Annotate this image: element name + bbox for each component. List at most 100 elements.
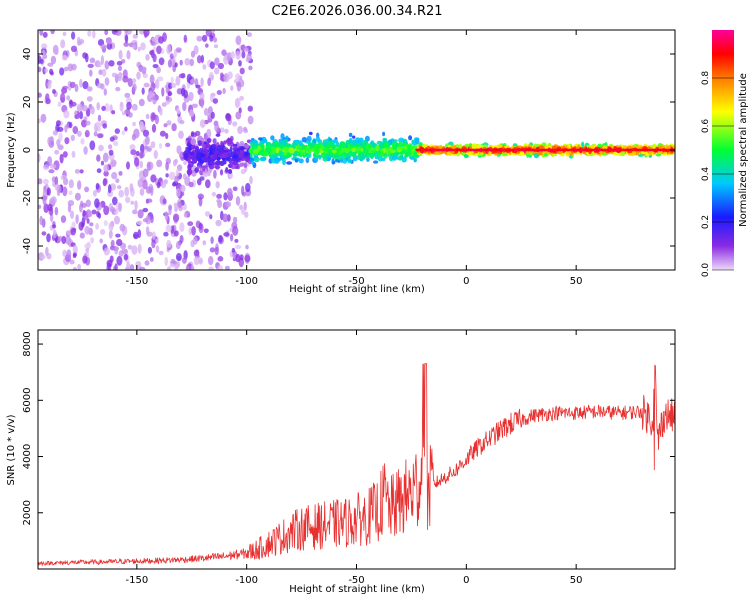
heatmap-cell [227, 138, 233, 145]
heatmap-cell [142, 73, 148, 79]
heatmap-cell [107, 184, 112, 194]
heatmap-cell [382, 131, 386, 137]
heatmap-cell [99, 238, 103, 244]
heatmap-cell [86, 86, 93, 92]
heatmap-cell [105, 38, 113, 45]
heatmap-cell [202, 165, 206, 172]
heatmap-cell [439, 148, 444, 152]
heatmap-cell [61, 55, 68, 61]
heatmap-cell [208, 255, 214, 266]
heatmap-cell [89, 222, 94, 227]
x-tick-label: 0 [463, 575, 469, 586]
heatmap-cell [233, 145, 237, 150]
colorbar-tick-label: 0.0 [701, 263, 711, 278]
heatmap-cell [114, 263, 118, 270]
heatmap-cell [235, 73, 241, 80]
heatmap-cell [62, 85, 69, 90]
heatmap-cell [97, 212, 102, 219]
heatmap-cell [90, 106, 95, 115]
heatmap-cell [156, 181, 161, 189]
heatmap-cell [232, 186, 238, 192]
heatmap-cell [54, 48, 59, 55]
heatmap-cell [63, 66, 69, 72]
heatmap-cell [476, 148, 481, 152]
heatmap-cell [146, 231, 153, 237]
heatmap-cell [270, 135, 275, 141]
heatmap-cell [291, 144, 296, 149]
heatmap-cell [442, 148, 447, 152]
heatmap-cell [137, 209, 144, 219]
heatmap-cell [461, 148, 465, 152]
heatmap-cell [241, 50, 246, 59]
heatmap-cell [149, 74, 155, 85]
heatmap-cell [40, 113, 47, 123]
heatmap-cell [106, 42, 113, 50]
heatmap-cell [167, 91, 172, 96]
heatmap-cell [258, 137, 263, 141]
heatmap-chart: -150 -100 -50 0 50 -40 -20 0 20 40 Height of str… [6, 29, 676, 295]
heatmap-cell [153, 150, 158, 159]
heatmap-cell [154, 34, 160, 45]
heatmap-cell [142, 207, 149, 213]
heatmap-cell [109, 136, 115, 142]
heatmap-cell [108, 149, 114, 156]
heatmap-cell [166, 120, 172, 126]
heatmap-cell [286, 161, 293, 165]
heatmap-cell [181, 87, 186, 97]
heatmap-cell [163, 123, 168, 128]
heatmap-cell [204, 143, 211, 149]
heatmap-cell [205, 179, 211, 189]
heatmap-cell [92, 189, 97, 197]
heatmap-cell [301, 136, 308, 143]
heatmap-cell [397, 147, 403, 151]
heatmap-cell [107, 262, 112, 270]
heatmap-cell [69, 259, 75, 265]
heatmap-cell [74, 169, 80, 174]
heatmap-cell [217, 62, 224, 70]
heatmap-cell [81, 119, 87, 128]
heatmap-cell [111, 110, 116, 115]
heatmap-cell [214, 67, 220, 75]
heatmap-cell [203, 108, 209, 116]
heatmap-cell [64, 137, 70, 145]
heatmap-cell [176, 145, 182, 155]
heatmap-cell [348, 137, 353, 144]
heatmap-cell [95, 121, 100, 127]
heatmap-cell [77, 40, 83, 46]
heatmap-cell [295, 145, 302, 149]
heatmap-cell [175, 169, 180, 177]
heatmap-cell [558, 148, 563, 152]
heatmap-cell [125, 196, 131, 204]
heatmap-cell [174, 202, 179, 212]
heatmap-cell [637, 154, 644, 157]
heatmap-cell [579, 148, 584, 152]
heatmap-cell [224, 265, 230, 270]
heatmap-cell [104, 77, 110, 86]
heatmap-cell [190, 131, 195, 137]
heatmap-cell [216, 199, 222, 203]
heatmap-cell [145, 54, 150, 61]
heatmap-cell [111, 171, 118, 180]
heatmap-cell [142, 129, 150, 137]
heatmap-cell [108, 230, 113, 239]
heatmap-cell [127, 78, 133, 87]
heatmap-cell [307, 148, 312, 154]
heatmap-cell [421, 148, 426, 152]
heatmap-cell [158, 57, 165, 66]
heatmap-cell [184, 152, 189, 159]
heatmap-cell [82, 255, 88, 264]
heatmap-cell [555, 148, 560, 152]
heatmap-cell [203, 155, 209, 163]
heatmap-cell [213, 44, 219, 49]
heatmap-cell [124, 186, 130, 197]
heatmap-cell [231, 161, 238, 166]
heatmap-cell [154, 79, 160, 89]
heatmap-cell [165, 173, 169, 178]
heatmap-cell [168, 204, 173, 211]
heatmap-cell [39, 30, 44, 36]
heatmap-cell [544, 153, 548, 157]
heatmap-cell [123, 248, 129, 255]
x-tick-label: 50 [570, 575, 583, 586]
heatmap-cell [370, 153, 374, 160]
heatmap-cell [156, 159, 163, 168]
